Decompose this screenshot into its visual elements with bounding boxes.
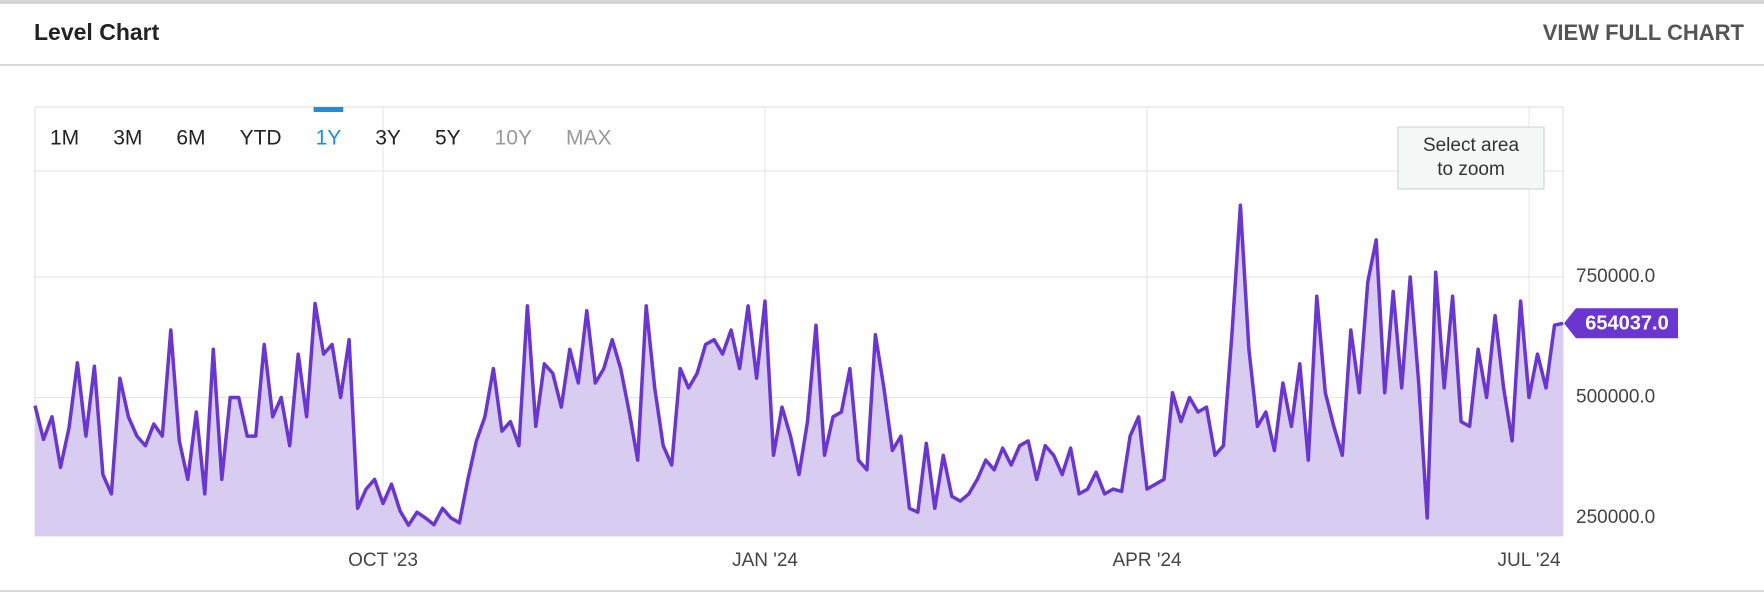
x-tick-label: OCT '23 bbox=[348, 550, 418, 571]
range-toolbar: 1M 3M 6M YTD 1Y 3Y 5Y 10Y MAX bbox=[50, 107, 612, 150]
zoom-hint-box bbox=[1397, 126, 1545, 190]
range-button[interactable]: 5Y bbox=[435, 127, 461, 150]
x-tick-label: APR '24 bbox=[1112, 550, 1182, 571]
range-button[interactable]: YTD bbox=[240, 127, 282, 150]
active-range-indicator bbox=[313, 107, 344, 112]
y-tick-label: 750000.0 bbox=[1576, 266, 1655, 287]
range-button[interactable]: 3Y bbox=[375, 127, 401, 150]
zoom-hint-line: to zoom bbox=[1437, 159, 1505, 180]
range-button: 10Y bbox=[495, 127, 532, 150]
area-fill bbox=[35, 205, 1563, 536]
range-button[interactable]: 1M bbox=[50, 127, 79, 150]
y-tick-label: 250000.0 bbox=[1576, 507, 1655, 528]
current-value-tag: 654037.0 bbox=[1564, 308, 1678, 339]
range-button[interactable]: 1Y bbox=[316, 127, 342, 150]
x-tick-label: JUL '24 bbox=[1497, 550, 1561, 571]
range-button: MAX bbox=[566, 127, 612, 150]
zoom-hint-line: Select area bbox=[1423, 135, 1520, 156]
zoom-hint: Select area to zoom bbox=[1397, 126, 1545, 190]
widget-title: Level Chart bbox=[34, 19, 160, 45]
x-tick-label: JAN '24 bbox=[732, 550, 798, 571]
series-line bbox=[33, 203, 1564, 527]
y-tick-label: 500000.0 bbox=[1576, 387, 1655, 408]
current-value-marker bbox=[1564, 308, 1678, 339]
view-full-chart[interactable]: VIEW FULL CHART bbox=[1543, 20, 1745, 45]
range-button[interactable]: 3M bbox=[113, 127, 142, 150]
range-button[interactable]: 6M bbox=[176, 127, 205, 150]
current-value-label: 654037.0 bbox=[1585, 313, 1668, 335]
top-border bbox=[0, 0, 1764, 4]
